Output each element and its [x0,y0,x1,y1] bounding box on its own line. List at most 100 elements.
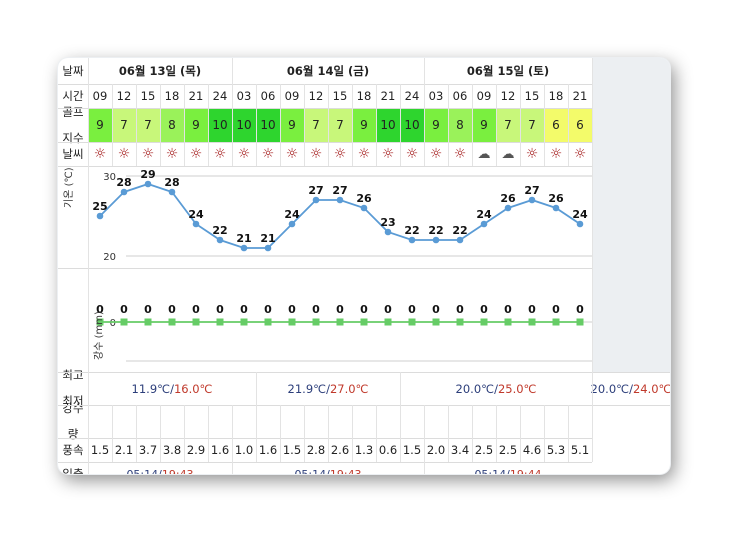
grid-vline [256,84,257,166]
temp-point [144,180,152,188]
rain-amount-cell [496,405,520,438]
golf-index-cell: 10 [256,108,280,142]
hour-cell: 18 [164,89,180,103]
max-temp: 24.0℃ [632,381,670,396]
sun-icon: ☼ [141,146,155,162]
grid-vline [424,58,425,84]
rain-point [576,318,584,326]
rain-point [504,318,512,326]
golf-index-cell: 9 [88,108,112,142]
grid-hline [58,84,592,85]
grid-hline [58,405,592,406]
rain-data-label: 0 [144,303,152,316]
rain-point [192,318,200,326]
rain-amount-cell [304,405,328,438]
temp-point [504,204,512,212]
max-temp: 25.0℃ [497,381,537,396]
temp-point [360,204,368,212]
grid-vline [88,58,89,474]
date-header-0: 06월 13일 (목) [118,64,202,78]
rain-point [288,318,296,326]
rain-data-label: 0 [96,303,104,316]
grid-vline [520,84,521,166]
rain-point [384,318,392,326]
grid-vline [184,405,185,462]
golf-index-cell: 8 [160,108,184,142]
hour-cell: 21 [380,89,396,103]
grid-vline [448,84,449,166]
rain-data-label: 0 [360,303,368,316]
temp-point [120,188,128,196]
rain-data-label: 0 [312,303,320,316]
wind-cell: 0.6 [378,443,398,457]
minmax-cell: 20.0℃/25.0℃ [400,372,592,405]
temp-data-label: 27 [308,184,323,197]
temp-point [96,212,104,220]
rain-point [120,318,128,326]
precipitation-chart: 00 0 0 0 0 0 0 0 0 0 0 0 0 0 0 0 0 0 0 0 0 [96,303,592,362]
grid-hline [592,405,670,406]
grid-vline [352,405,353,462]
temp-separator: / [326,381,330,396]
max-temp: 27.0℃ [329,381,369,396]
rain-amount-cell [160,405,184,438]
golf-index-cell: 7 [520,108,544,142]
rain-amount-cell [328,405,352,438]
sun-icon: ☼ [381,146,395,162]
max-temp: 16.0℃ [173,381,213,396]
grid-vline [544,405,545,462]
wind-cell: 1.5 [402,443,422,457]
grid-vline [592,405,593,462]
rain-data-label: 0 [456,303,464,316]
grid-vline [136,405,137,462]
hour-cell: 09 [476,89,492,103]
rain-amount-cell [232,405,256,438]
grid-vline [208,84,209,166]
grid-vline [304,84,305,166]
grid-vline [160,84,161,166]
rain-point [312,318,320,326]
wind-cell: 2.5 [474,443,494,457]
rain-point [216,318,224,326]
sunset-time: 19:44 [509,467,542,475]
grid-vline [232,405,233,462]
temp-point [576,220,584,228]
minmax-cell: 20.0℃/24.0℃ [591,372,670,405]
golf-label-part: 지수 [62,130,84,145]
rain-point [264,318,272,326]
sun-icon: ☼ [213,146,227,162]
wind-label: 풍속 [62,442,84,457]
temp-data-label: 28 [116,176,131,189]
grid-vline [496,405,497,462]
grid-vline [592,372,593,405]
temp-point [408,236,416,244]
rain-data-label: 0 [408,303,416,316]
wind-cell: 2.6 [330,443,350,457]
rain-amount-cell [112,405,136,438]
hour-cell: 06 [452,89,468,103]
rain-point [432,318,440,326]
temp-axis-label: 기온 (℃) [64,167,75,208]
sun-icon: ☼ [165,146,179,162]
rain-point [240,318,248,326]
temp-data-label: 24 [284,208,300,221]
rain-data-label: 0 [192,303,200,316]
temp-point [312,196,320,204]
grid-vline [328,84,329,166]
hour-cell: 03 [236,89,252,103]
rain-amount-cell [208,405,232,438]
sun-icon: ☼ [405,146,419,162]
golf-index-cell: 6 [568,108,592,142]
temp-data-label: 25 [92,200,107,213]
hour-cell: 24 [404,89,420,103]
hour-cell: 09 [284,89,300,103]
temp-data-label: 22 [404,224,419,237]
grid-hline [58,268,592,269]
wind-cell: 1.6 [210,443,230,457]
rain-amount-cell [352,405,376,438]
golf-index-cell: 10 [232,108,256,142]
grid-vline [424,462,425,474]
minmax-label: 최고 최저 [58,369,88,408]
sunset-time: 19:43 [329,467,362,475]
sunrise-cell: 05:14/19:44 [424,462,592,475]
